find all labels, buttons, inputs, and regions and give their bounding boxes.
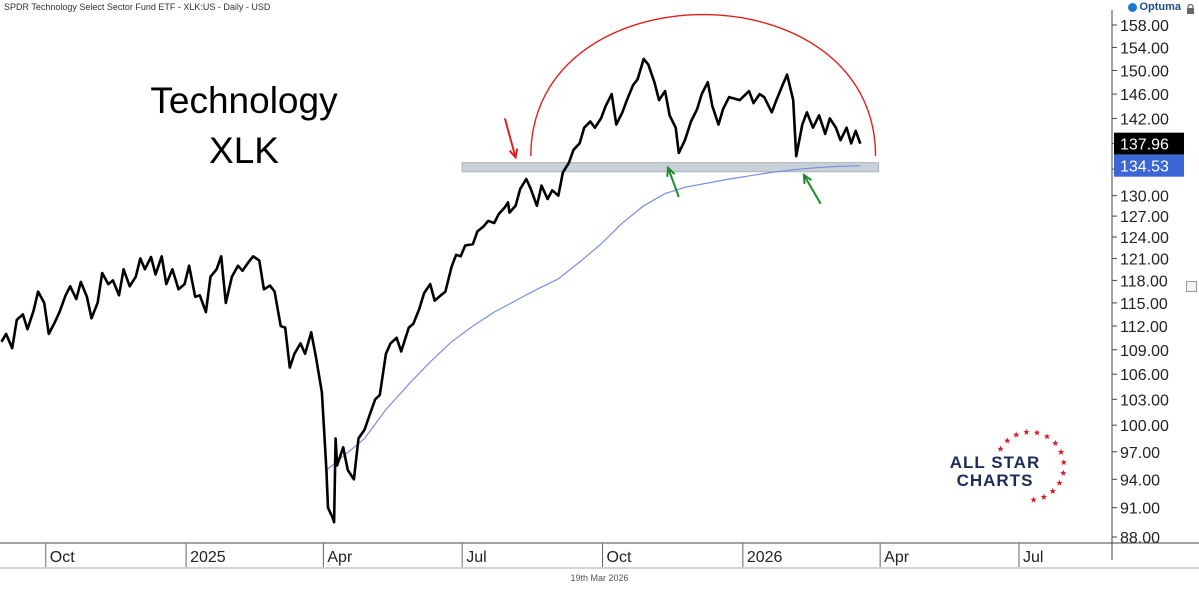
y-tick-label: 150.00 xyxy=(1120,63,1169,80)
y-tick-label: 118.00 xyxy=(1120,273,1168,290)
x-tick-label: Oct xyxy=(50,549,75,566)
brand-star-icon xyxy=(1023,428,1030,435)
brand-star-icon xyxy=(1056,479,1063,486)
ma-value-badge: 134.53 xyxy=(1120,159,1169,176)
price-line xyxy=(0,57,862,524)
red-arrow xyxy=(503,118,517,158)
y-tick-label: 97.00 xyxy=(1120,445,1160,462)
brand-star-icon xyxy=(997,445,1004,452)
optuma-logo-text: Optuma xyxy=(1139,1,1181,13)
green-arrow xyxy=(667,167,680,198)
last-price-badge: 137.96 xyxy=(1120,137,1169,154)
y-tick-label: 103.00 xyxy=(1120,392,1169,409)
x-tick-label: Oct xyxy=(607,549,632,566)
y-tick-label: 100.00 xyxy=(1120,418,1169,435)
y-tick-label: 121.00 xyxy=(1120,251,1169,268)
x-tick-label: Jul xyxy=(466,549,486,566)
x-tick-label: 2025 xyxy=(190,549,226,566)
y-tick-label: 127.00 xyxy=(1120,209,1169,226)
axis-scroll-button[interactable] xyxy=(1186,281,1197,292)
y-tick-label: 124.00 xyxy=(1120,230,1169,247)
brand-star-icon xyxy=(1040,493,1048,500)
x-tick-label: 2026 xyxy=(747,549,783,566)
y-tick-label: 112.00 xyxy=(1120,319,1168,336)
x-tick-label: Apr xyxy=(327,549,353,566)
footer-date: 19th Mar 2026 xyxy=(570,573,629,583)
y-tick-label: 106.00 xyxy=(1120,367,1169,384)
brand-star-icon xyxy=(1060,469,1067,476)
moving-average-line xyxy=(326,165,861,471)
y-tick-label: 130.00 xyxy=(1120,189,1169,206)
all-star-charts-logo: ALL STAR CHARTS xyxy=(950,428,1067,503)
green-arrow-head xyxy=(802,173,812,185)
ma-value-badge-bg xyxy=(1114,154,1184,177)
y-tick-label: 154.00 xyxy=(1120,40,1169,57)
headline-xlk: XLK xyxy=(209,130,279,171)
brand-star-icon xyxy=(1049,487,1056,494)
brand-star-icon xyxy=(1004,437,1011,444)
brand-star-icon xyxy=(1052,439,1059,446)
y-tick-label: 91.00 xyxy=(1120,501,1160,518)
brand-star-icon xyxy=(1030,496,1037,503)
brand-star-icon xyxy=(1033,429,1041,436)
y-tick-label: 109.00 xyxy=(1120,343,1169,360)
y-tick-label: 88.00 xyxy=(1120,530,1160,547)
y-tick-label: 94.00 xyxy=(1120,472,1160,489)
chart-title: SPDR Technology Select Sector Fund ETF -… xyxy=(4,2,271,12)
optuma-logo: Optuma xyxy=(1128,1,1181,13)
last-price-badge-bg xyxy=(1114,132,1184,155)
brand-star-icon xyxy=(1057,448,1065,455)
brand-line2: CHARTS xyxy=(957,471,1034,490)
y-tick-label: 158.00 xyxy=(1120,18,1169,35)
lock-icon[interactable] xyxy=(1186,4,1195,14)
green-arrow-head xyxy=(666,165,676,177)
y-tick-label: 146.00 xyxy=(1120,87,1169,104)
headline-technology: Technology xyxy=(150,80,338,121)
brand-star-icon xyxy=(1060,459,1067,466)
y-tick-label: 115.00 xyxy=(1120,296,1168,313)
brand-line1: ALL STAR xyxy=(950,453,1040,472)
x-tick-label: Apr xyxy=(884,549,910,566)
y-tick-label: 142.00 xyxy=(1120,111,1169,128)
x-tick-label: Jul xyxy=(1023,549,1043,566)
green-arrow xyxy=(803,174,822,205)
brand-star-icon xyxy=(1043,433,1051,440)
red-arrow-head xyxy=(508,148,519,160)
rounded-top-arc xyxy=(530,14,877,157)
brand-star-icon xyxy=(1012,431,1020,438)
optuma-logo-icon xyxy=(1128,2,1138,12)
